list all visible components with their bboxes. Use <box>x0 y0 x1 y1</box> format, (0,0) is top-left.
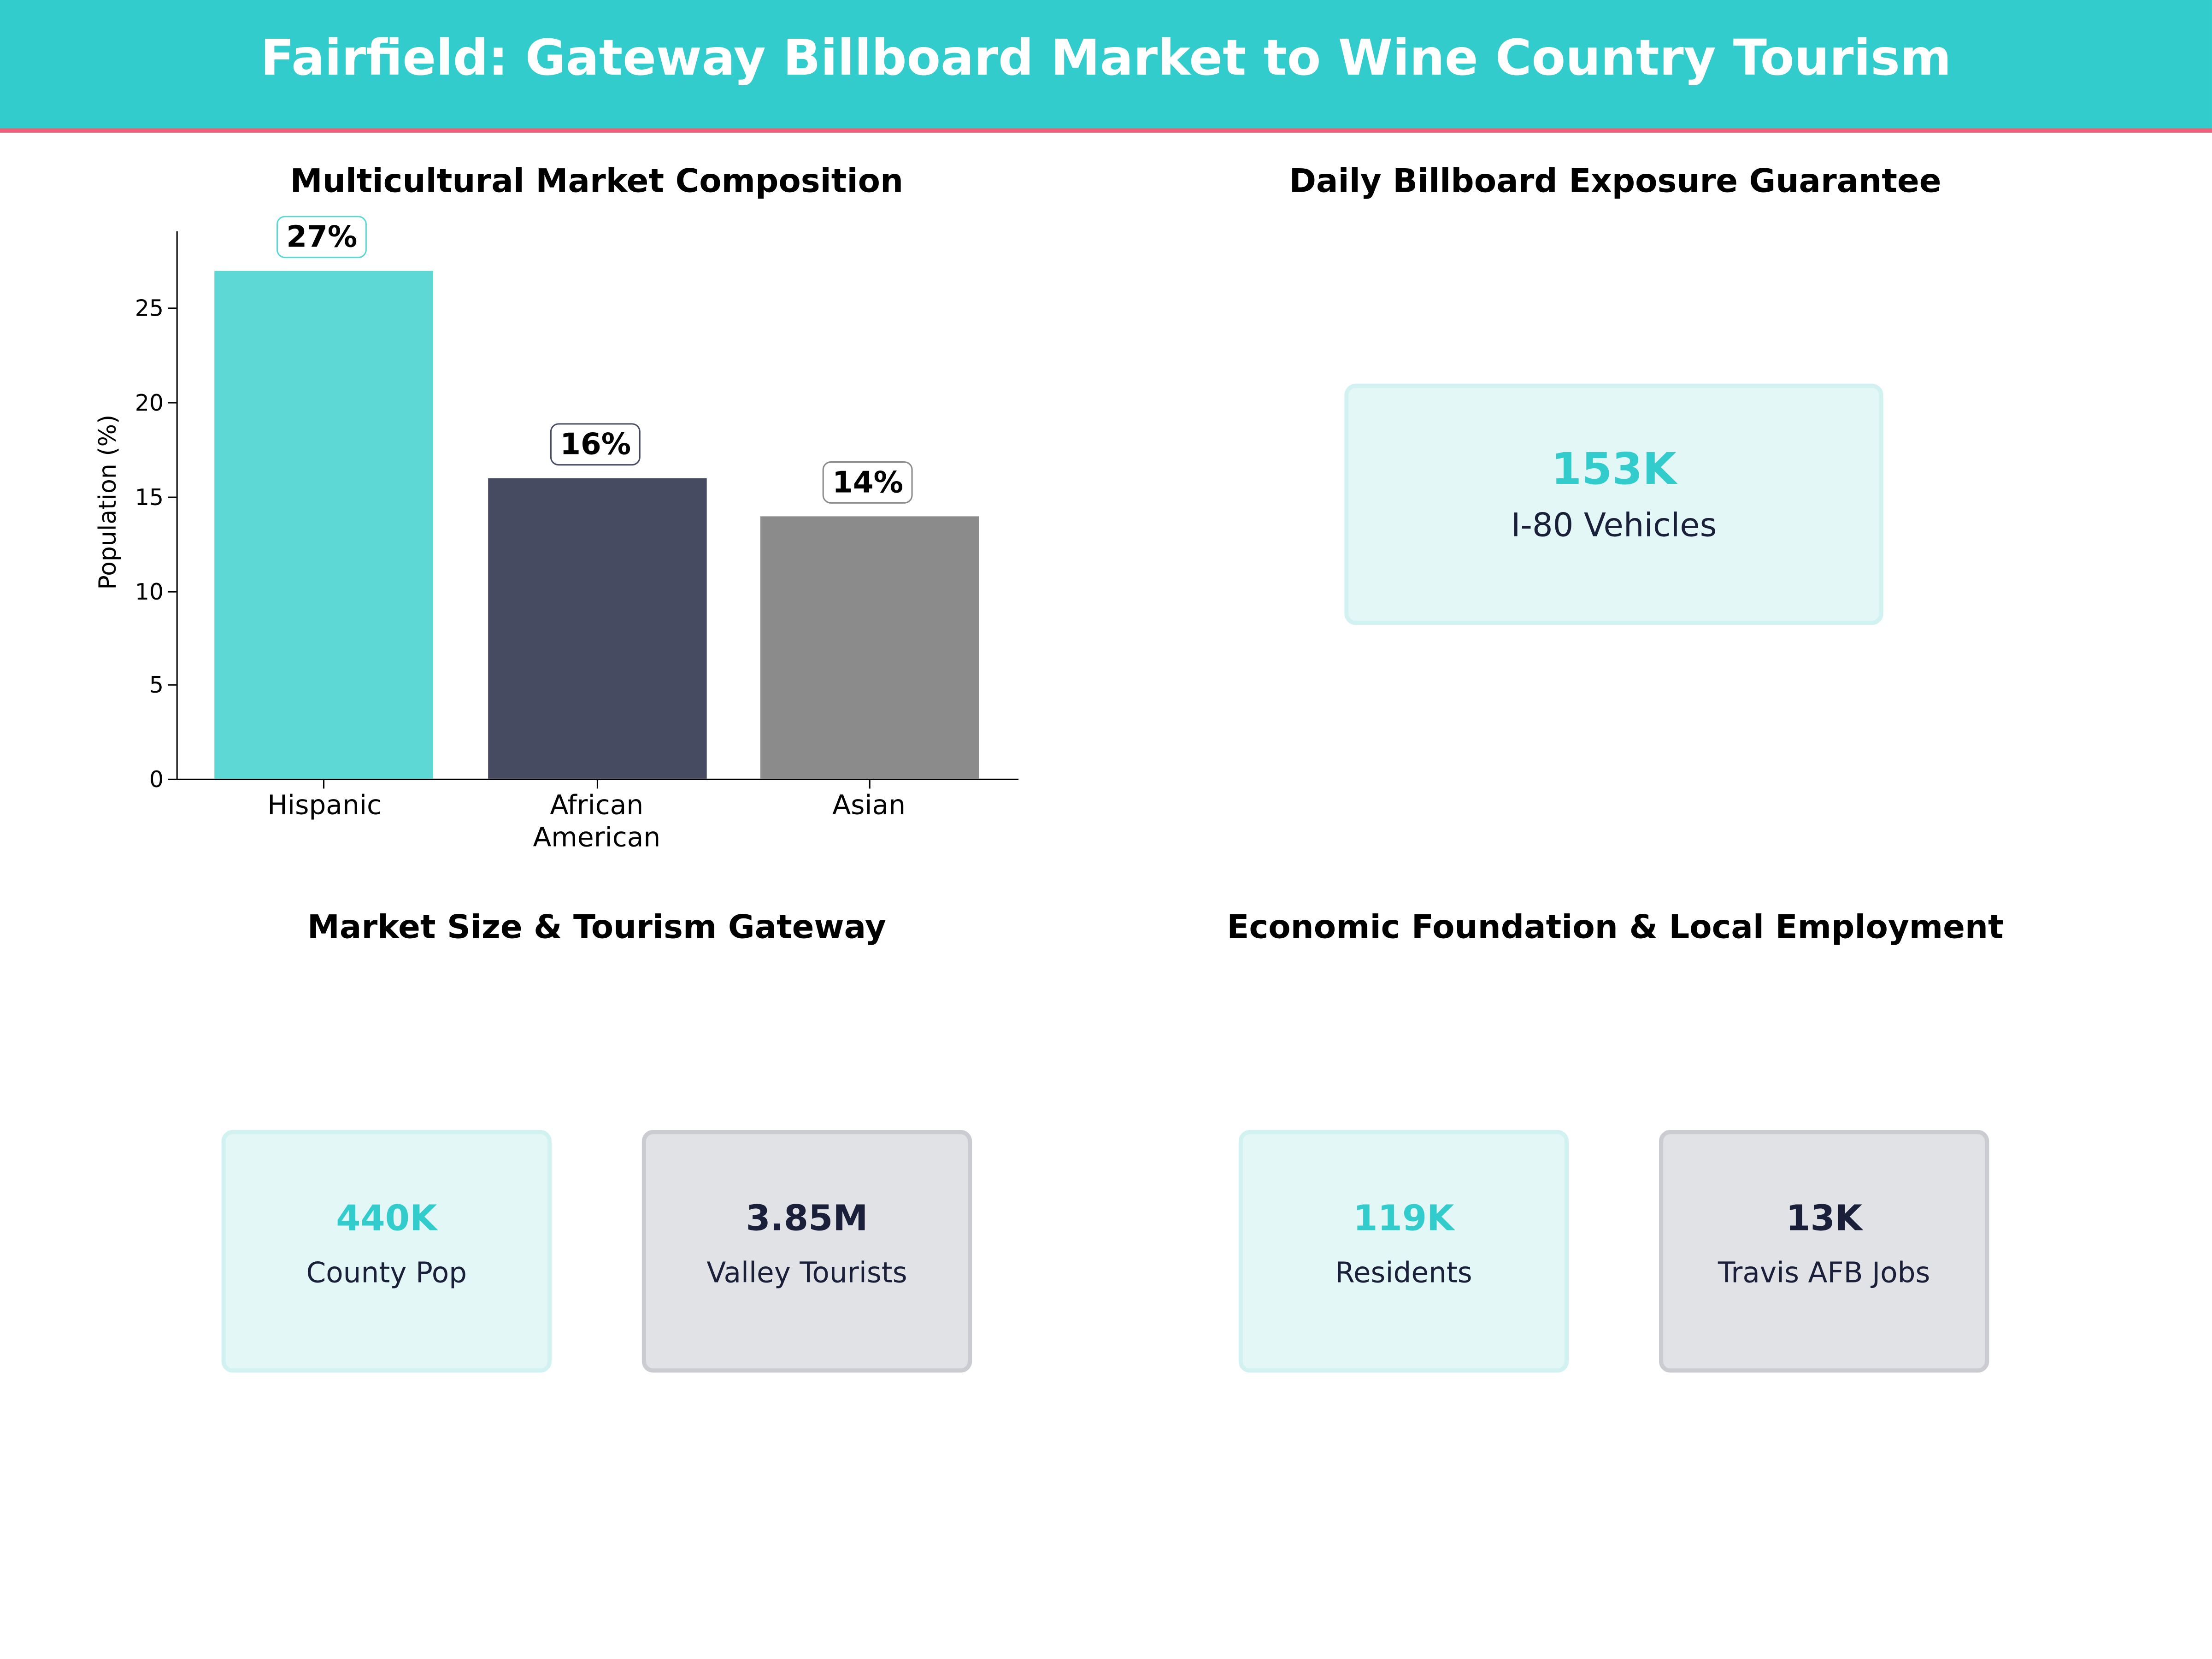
market-size-title: Market Size & Tourism Gateway <box>307 910 886 947</box>
y-tick-label: 5 <box>149 671 164 699</box>
x-tick-label: Asian <box>832 790 906 821</box>
bar-african-american <box>488 478 707 779</box>
y-tick-label: 0 <box>149 766 164 793</box>
bar-hispanic <box>214 271 433 779</box>
card-value: 13K <box>1786 1197 1863 1239</box>
page-title: Fairfield: Gateway Billboard Market to W… <box>260 31 1952 88</box>
economic-title: Economic Foundation & Local Employment <box>1227 910 2004 947</box>
card-label: Valley Tourists <box>706 1255 907 1289</box>
card-label: County Pop <box>306 1255 467 1289</box>
y-tick-label: 15 <box>135 483 164 511</box>
chart-title: Multicultural Market Composition <box>290 164 904 200</box>
card-label: Residents <box>1335 1255 1472 1289</box>
residents-card: 119K Residents <box>1238 1130 1569 1373</box>
header-banner: Fairfield: Gateway Billboard Market to W… <box>0 0 2212 133</box>
card-value: 119K <box>1353 1197 1454 1239</box>
x-axis-line <box>176 778 1019 780</box>
y-axis-line <box>176 231 178 780</box>
y-tick-label: 10 <box>135 578 164 606</box>
card-value: 153K <box>1551 444 1677 495</box>
county-pop-card: 440K County Pop <box>221 1130 552 1373</box>
card-value: 440K <box>336 1197 437 1239</box>
bar-asian <box>760 516 979 779</box>
card-label: Travis AFB Jobs <box>1718 1255 1930 1289</box>
card-value: 3.85M <box>746 1197 868 1239</box>
card-label: I-80 Vehicles <box>1511 508 1717 545</box>
bar-value-label: 27% <box>276 216 367 259</box>
y-tick-label: 20 <box>135 389 164 417</box>
exposure-card: 153K I-80 Vehicles <box>1344 383 1883 625</box>
exposure-title: Daily Billboard Exposure Guarantee <box>1289 164 1941 200</box>
y-tick-label: 25 <box>135 294 164 322</box>
bar-value-label: 14% <box>822 461 913 504</box>
valley-tourists-card: 3.85M Valley Tourists <box>641 1130 972 1373</box>
x-tick-label: African American <box>533 790 661 854</box>
bar-value-label: 16% <box>550 423 641 466</box>
travis-afb-jobs-card: 13K Travis AFB Jobs <box>1659 1130 1989 1373</box>
x-tick-label: Hispanic <box>267 790 382 821</box>
